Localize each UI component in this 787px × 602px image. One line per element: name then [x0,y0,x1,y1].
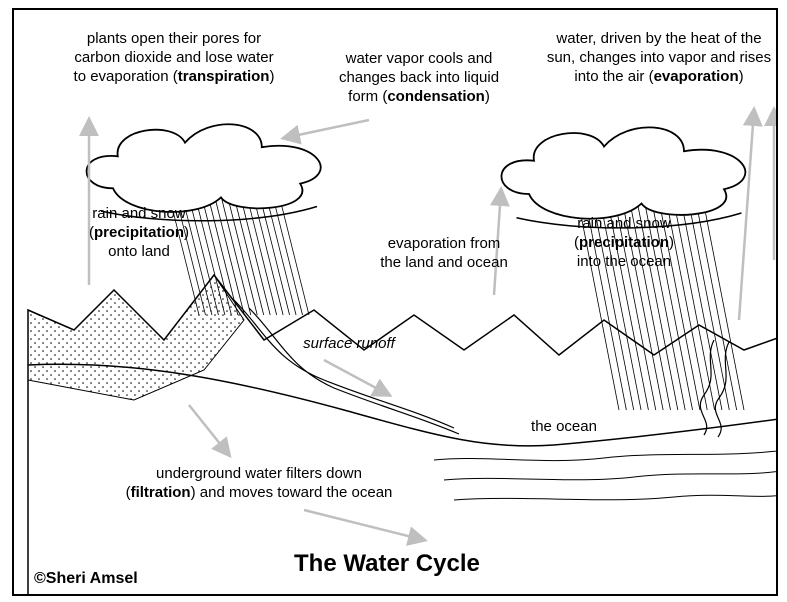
label-evaporation-land-ocean: evaporation from the land and ocean [359,235,529,273]
rain-line-land [234,195,264,315]
arrow-condensation-to-clouds [284,120,369,138]
arrow-evap-up-right [739,110,754,320]
cloud-right [501,127,745,218]
label-evaporation: water, driven by the heat of the sun, ch… [524,30,787,86]
rain-line-land [253,195,283,315]
credit-text: ©Sheri Amsel [34,570,138,588]
label-the-ocean: the ocean [504,418,624,437]
label-precipitation-ocean: rain and snow (precipitation) into the o… [549,215,699,271]
label-transpiration: plants open their pores for carbon dioxi… [44,30,304,86]
diagram-frame: plants open their pores for carbon dioxi… [12,8,778,596]
label-surface-runoff: surface runoff [279,335,419,354]
rain-line-land [247,195,277,315]
label-precipitation-land: rain and snow (precipitation) onto land [64,205,214,261]
rain-line-land [260,195,290,315]
diagram-title: The Water Cycle [294,550,480,578]
label-filtration: underground water filters down (filtrati… [89,465,429,503]
label-condensation: water vapor cools and changes back into … [314,50,524,106]
rain-line-land [240,195,270,315]
